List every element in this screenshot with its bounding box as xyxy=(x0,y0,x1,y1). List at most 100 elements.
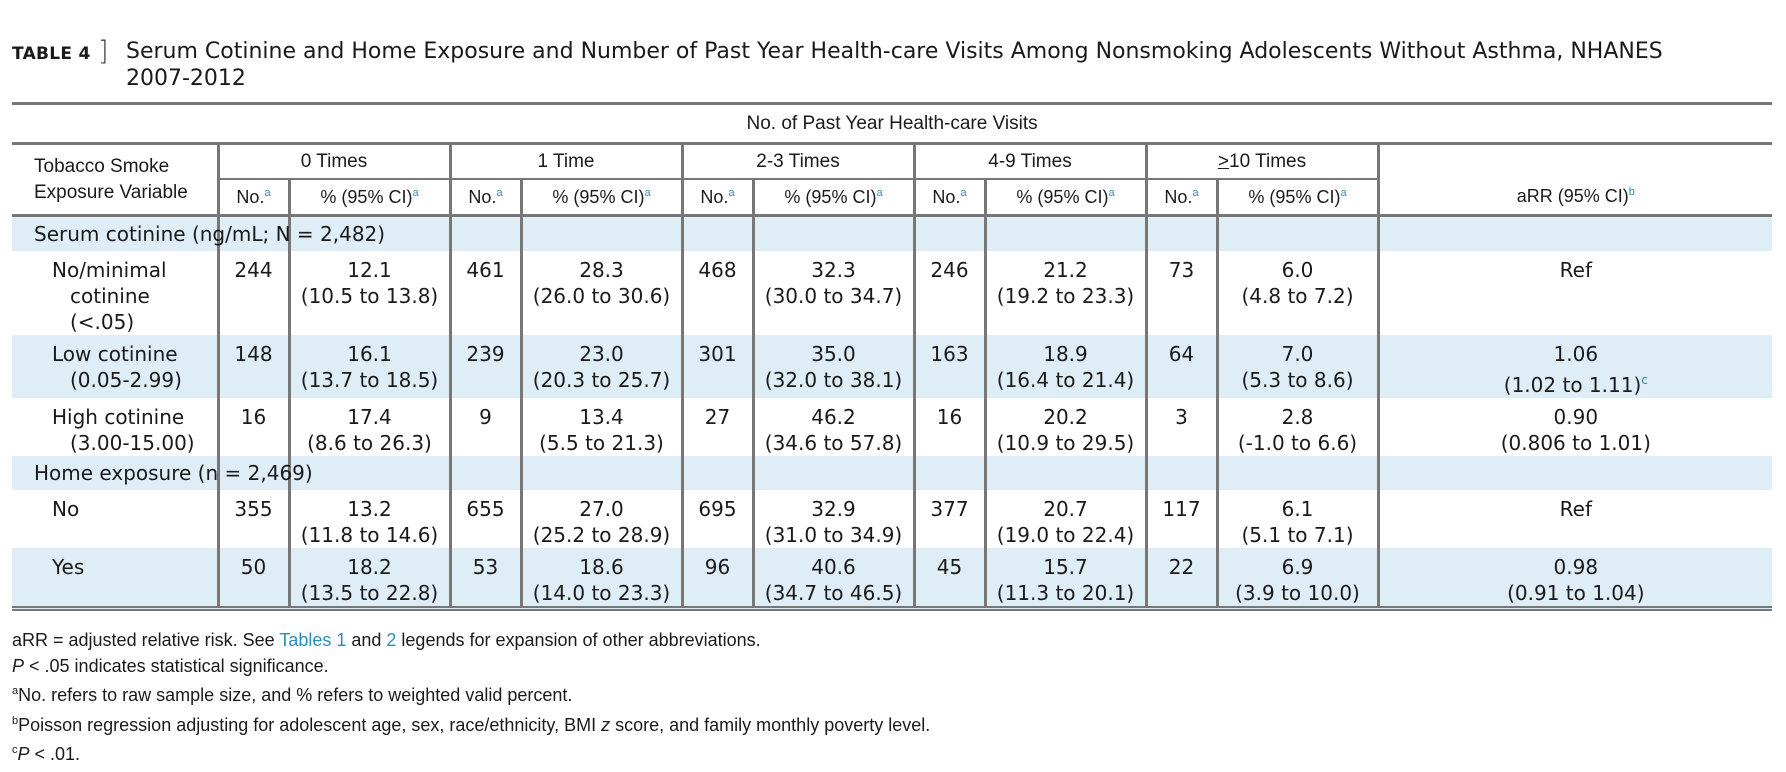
spanner-header: No. of Past Year Health-care Visits xyxy=(12,102,1773,145)
cell-percent-ci: (16.4 to 21.4) xyxy=(996,368,1135,392)
row-label-line-1: No/minimal xyxy=(52,258,167,282)
footnote-a: aNo. refers to raw sample size, and % re… xyxy=(12,685,573,705)
cell-arr-value: Ref xyxy=(1559,258,1592,282)
cell-arr-value: 0.98 xyxy=(1553,555,1599,579)
cell-percent-value: 2.8 xyxy=(1281,405,1314,429)
cell-count: 461 xyxy=(448,251,521,335)
cell-percent-value: 32.9 xyxy=(811,497,856,521)
cell-percent-value: 23.0 xyxy=(579,342,624,366)
cell-percent-value: 17.4 xyxy=(347,405,392,429)
cell-percent-ci: (-1.0 to 6.6) xyxy=(1237,431,1358,455)
cell-percent: 20.2 (10.9 to 29.5) xyxy=(983,398,1146,456)
group-header-2-3-times: 2-3 Times xyxy=(680,143,914,180)
cell-percent-ci: (31.0 to 34.9) xyxy=(764,523,903,547)
row-label-line-2: (3.00-15.00) xyxy=(70,431,195,455)
cell-count: 301 xyxy=(680,335,753,398)
cell-arr: 0.98 (0.91 to 1.04) xyxy=(1376,548,1773,611)
data-table: No. of Past Year Health-care Visits Toba… xyxy=(12,102,1773,611)
table-title: Serum Cotinine and Home Exposure and Num… xyxy=(126,38,1726,92)
cell-percent-ci: (10.9 to 29.5) xyxy=(996,431,1135,455)
row-label: No/minimal cotinine (<.05) xyxy=(12,251,218,335)
cell-percent-value: 18.2 xyxy=(347,555,392,579)
cell-percent: 20.7 (19.0 to 22.4) xyxy=(983,490,1146,548)
cell-percent-value: 20.2 xyxy=(1043,405,1088,429)
cell-count: 50 xyxy=(216,548,289,611)
footnote-significance: P < .05 indicates statistical significan… xyxy=(12,655,329,676)
table-footnotes: aRR = adjusted relative risk. See Tables… xyxy=(12,628,930,768)
cell-arr: 0.90 (0.806 to 1.01) xyxy=(1376,398,1773,456)
cell-arr-ci: (1.02 to 1.11)c xyxy=(1503,373,1648,397)
table-2-link[interactable]: 2 xyxy=(386,630,397,650)
cell-percent-ci: (34.7 to 46.5) xyxy=(764,581,903,605)
cell-percent: 16.1 (13.7 to 18.5) xyxy=(287,335,450,398)
cell-percent-ci: (4.8 to 7.2) xyxy=(1241,284,1354,308)
cell-arr-value: Ref xyxy=(1559,497,1592,521)
cell-percent-ci: (19.0 to 22.4) xyxy=(996,523,1135,547)
cell-count: 3 xyxy=(1144,398,1217,456)
cell-percent: 32.3 (30.0 to 34.7) xyxy=(751,251,914,335)
cell-percent: 28.3 (26.0 to 30.6) xyxy=(519,251,682,335)
cell-count: 695 xyxy=(680,490,753,548)
cell-percent-ci: (13.5 to 22.8) xyxy=(300,581,439,605)
table-label: TABLE 4 xyxy=(12,44,91,64)
cell-percent: 40.6 (34.7 to 46.5) xyxy=(751,548,914,611)
section-header-row: Home exposure (n = 2,469) xyxy=(12,456,1773,490)
cell-count: 239 xyxy=(448,335,521,398)
cell-percent: 2.8 (-1.0 to 6.6) xyxy=(1215,398,1378,456)
table-title-line-2: 2007-2012 xyxy=(126,66,246,91)
tables-1-link[interactable]: Tables 1 xyxy=(279,630,347,650)
cell-percent-ci: (11.8 to 14.6) xyxy=(300,523,439,547)
col-header-pct: % (95% CI)a xyxy=(519,179,682,217)
cell-percent-ci: (26.0 to 30.6) xyxy=(532,284,671,308)
footnote-abbrev: aRR = adjusted relative risk. See Tables… xyxy=(12,630,761,650)
row-label-line-1: No xyxy=(52,497,80,521)
title-bracket: ] xyxy=(98,36,109,67)
cell-count: 16 xyxy=(216,398,289,456)
cell-percent-value: 28.3 xyxy=(579,258,624,282)
col-header-pct: % (95% CI)a xyxy=(751,179,914,217)
row-label-line-2: (0.05-2.99) xyxy=(70,368,182,392)
row-label: Low cotinine (0.05-2.99) xyxy=(12,335,218,398)
table-row: No/minimal cotinine (<.05) 244 12.1 (10.5 to… xyxy=(12,251,1773,335)
cell-percent: 32.9 (31.0 to 34.9) xyxy=(751,490,914,548)
stub-header-line-1: Tobacco Smoke xyxy=(34,155,170,177)
cell-percent: 27.0 (25.2 to 28.9) xyxy=(519,490,682,548)
cell-percent-value: 6.0 xyxy=(1281,258,1314,282)
cell-percent-value: 15.7 xyxy=(1043,555,1088,579)
cell-arr: Ref xyxy=(1376,251,1773,335)
row-label: No xyxy=(12,490,218,548)
cell-count: 27 xyxy=(680,398,753,456)
table-body: Serum cotinine (ng/mL; N = 2,482) No/mini… xyxy=(12,215,1773,611)
cell-arr: Ref xyxy=(1376,490,1773,548)
cell-percent-value: 35.0 xyxy=(811,342,856,366)
group-header-0-times: 0 Times xyxy=(216,143,450,180)
cell-percent: 46.2 (34.6 to 57.8) xyxy=(751,398,914,456)
section-label: Serum cotinine (ng/mL; N = 2,482) xyxy=(12,215,385,251)
row-label-line-1: High cotinine xyxy=(52,405,185,429)
cell-count: 53 xyxy=(448,548,521,611)
cell-percent-ci: (34.6 to 57.8) xyxy=(764,431,903,455)
cell-percent-ci: (19.2 to 23.3) xyxy=(996,284,1135,308)
cell-percent: 13.4 (5.5 to 21.3) xyxy=(519,398,682,456)
cell-count: 246 xyxy=(912,251,985,335)
cell-percent-value: 32.3 xyxy=(811,258,856,282)
cell-arr-value: 0.90 xyxy=(1553,405,1599,429)
cell-percent-value: 13.2 xyxy=(347,497,392,521)
cell-arr-value: 1.06 xyxy=(1553,342,1599,366)
table-title-line-1: Serum Cotinine and Home Exposure and Num… xyxy=(126,39,1663,64)
col-header-no: No.a xyxy=(448,179,521,217)
cell-percent: 6.1 (5.1 to 7.1) xyxy=(1215,490,1378,548)
table-row: No 355 13.2 (11.8 to 14.6) 655 27.0 (25.2 to 2… xyxy=(12,490,1773,548)
cell-percent-value: 20.7 xyxy=(1043,497,1088,521)
col-header-pct: % (95% CI)a xyxy=(1215,179,1378,217)
cell-percent: 12.1 (10.5 to 13.8) xyxy=(287,251,450,335)
col-header-pct: % (95% CI)a xyxy=(287,179,450,217)
cell-percent-ci: (5.3 to 8.6) xyxy=(1241,368,1354,392)
cell-percent-value: 13.4 xyxy=(579,405,624,429)
row-label-line-2: cotinine (<.05) xyxy=(70,284,150,334)
cell-count: 163 xyxy=(912,335,985,398)
stub-header-line-2: Exposure Variable xyxy=(34,181,188,203)
arr-header-spacer xyxy=(1376,143,1773,179)
cell-percent: 18.6 (14.0 to 23.3) xyxy=(519,548,682,611)
cell-arr-ci: (0.806 to 1.01) xyxy=(1500,431,1651,455)
